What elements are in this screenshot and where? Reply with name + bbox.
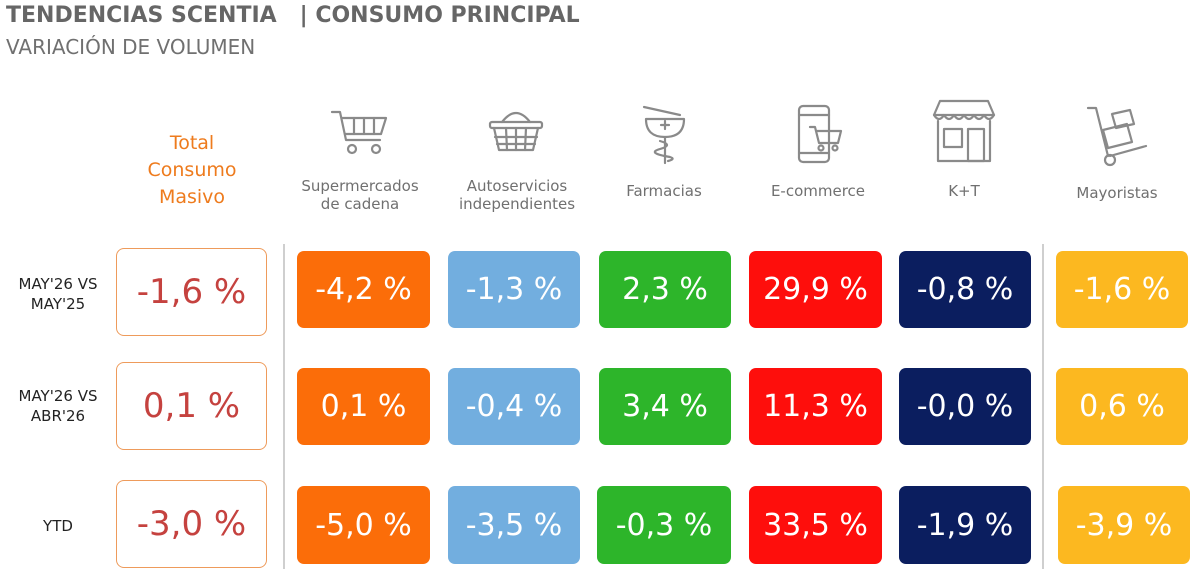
value-cell: 29,9 % xyxy=(749,251,882,328)
value-cell: 11,3 % xyxy=(749,368,882,445)
mobile-cart-icon xyxy=(796,103,844,165)
value-cell: 0,1 % xyxy=(297,368,430,445)
column-label-mayoristas: Mayoristas xyxy=(1042,184,1192,202)
value-cell: 3,4 % xyxy=(599,368,731,445)
value-cell: 2,3 % xyxy=(599,251,731,328)
row-label-line: MAY'25 xyxy=(30,295,86,313)
total-value-cell: -1,6 % xyxy=(116,248,267,336)
column-label-line: E-commerce xyxy=(770,182,866,200)
column-label-supermercados: Supermercados de cadena xyxy=(285,177,435,213)
row-label-line: ABR'26 xyxy=(30,407,86,425)
value-cell: 33,5 % xyxy=(749,486,882,564)
value-cell: -0,8 % xyxy=(899,251,1031,328)
storefront-icon xyxy=(932,99,996,163)
column-label-line: Autoservicios xyxy=(466,177,568,195)
column-label-ecommerce: E-commerce xyxy=(743,182,893,200)
total-value-cell: -3,0 % xyxy=(116,480,267,568)
column-label-farmacias: Farmacias xyxy=(589,182,739,200)
column-label-kt: K+T xyxy=(889,182,1039,200)
value-cell: -5,0 % xyxy=(297,486,430,564)
value-cell: -3,9 % xyxy=(1058,486,1190,564)
row-label-line: YTD xyxy=(43,517,73,535)
column-label-line: Farmacias xyxy=(626,182,702,200)
column-separator xyxy=(1042,244,1044,569)
column-label-line: independientes xyxy=(458,195,576,213)
pharmacy-icon xyxy=(640,103,690,165)
column-label-autoservicios: Autoservicios independientes xyxy=(442,177,592,213)
total-column-header: Total Consumo Masivo xyxy=(118,130,266,211)
value-cell: -1,9 % xyxy=(899,486,1031,564)
total-header-line: Masivo xyxy=(158,186,226,208)
shopping-basket-icon xyxy=(486,104,546,154)
value-cell: 0,6 % xyxy=(1056,368,1188,445)
value-cell: -0,4 % xyxy=(448,368,580,445)
row-label: YTD xyxy=(4,516,112,536)
shopping-cart-icon xyxy=(330,106,390,156)
row-label-line: MAY'26 VS xyxy=(18,275,98,293)
total-header-line: Consumo xyxy=(147,159,237,181)
column-label-line: Supermercados xyxy=(301,177,419,195)
value-cell: -4,2 % xyxy=(297,251,430,328)
value-cell: -0,0 % xyxy=(899,368,1031,445)
total-header-line: Total xyxy=(169,132,215,154)
hand-truck-icon xyxy=(1086,104,1150,168)
row-label: MAY'26 VS MAY'25 xyxy=(4,274,112,314)
column-label-line: Mayoristas xyxy=(1076,184,1158,202)
column-label-line: K+T xyxy=(948,182,980,200)
column-separator xyxy=(283,244,285,569)
total-value-cell: 0,1 % xyxy=(116,362,267,450)
value-cell: -1,3 % xyxy=(448,251,580,328)
page-subtitle: VARIACIÓN DE VOLUMEN xyxy=(6,35,256,59)
column-label-line: de cadena xyxy=(320,195,400,213)
value-cell: -0,3 % xyxy=(597,486,731,564)
row-label: MAY'26 VS ABR'26 xyxy=(4,386,112,426)
value-cell: -3,5 % xyxy=(448,486,580,564)
row-label-line: MAY'26 VS xyxy=(18,387,98,405)
value-cell: -1,6 % xyxy=(1056,251,1188,328)
page-title: TENDENCIAS SCENTIA | CONSUMO PRINCIPAL xyxy=(6,3,580,28)
